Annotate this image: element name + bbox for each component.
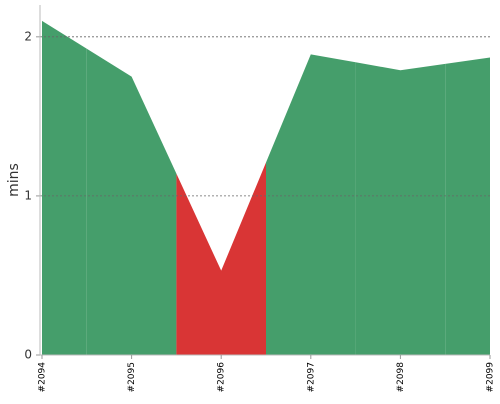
area-segment [42, 20, 87, 356]
area-segment [176, 162, 266, 355]
x-tick-label: #2096 [217, 362, 227, 393]
y-tick-label: 1 [24, 188, 32, 202]
area-segment [266, 54, 356, 356]
y-tick-label: 0 [24, 348, 32, 362]
y-axis-label: mins [6, 163, 22, 197]
x-tick-label: #2094 [38, 362, 48, 393]
x-tick-label: #2097 [306, 362, 316, 392]
x-tick-label: #2098 [396, 362, 406, 393]
x-tick-label: #2095 [127, 362, 137, 392]
area-segment [355, 62, 446, 355]
x-tick-label: #2099 [486, 362, 496, 393]
y-tick-label: 2 [24, 29, 32, 43]
area-segment [86, 48, 177, 355]
area-segment [445, 57, 490, 355]
